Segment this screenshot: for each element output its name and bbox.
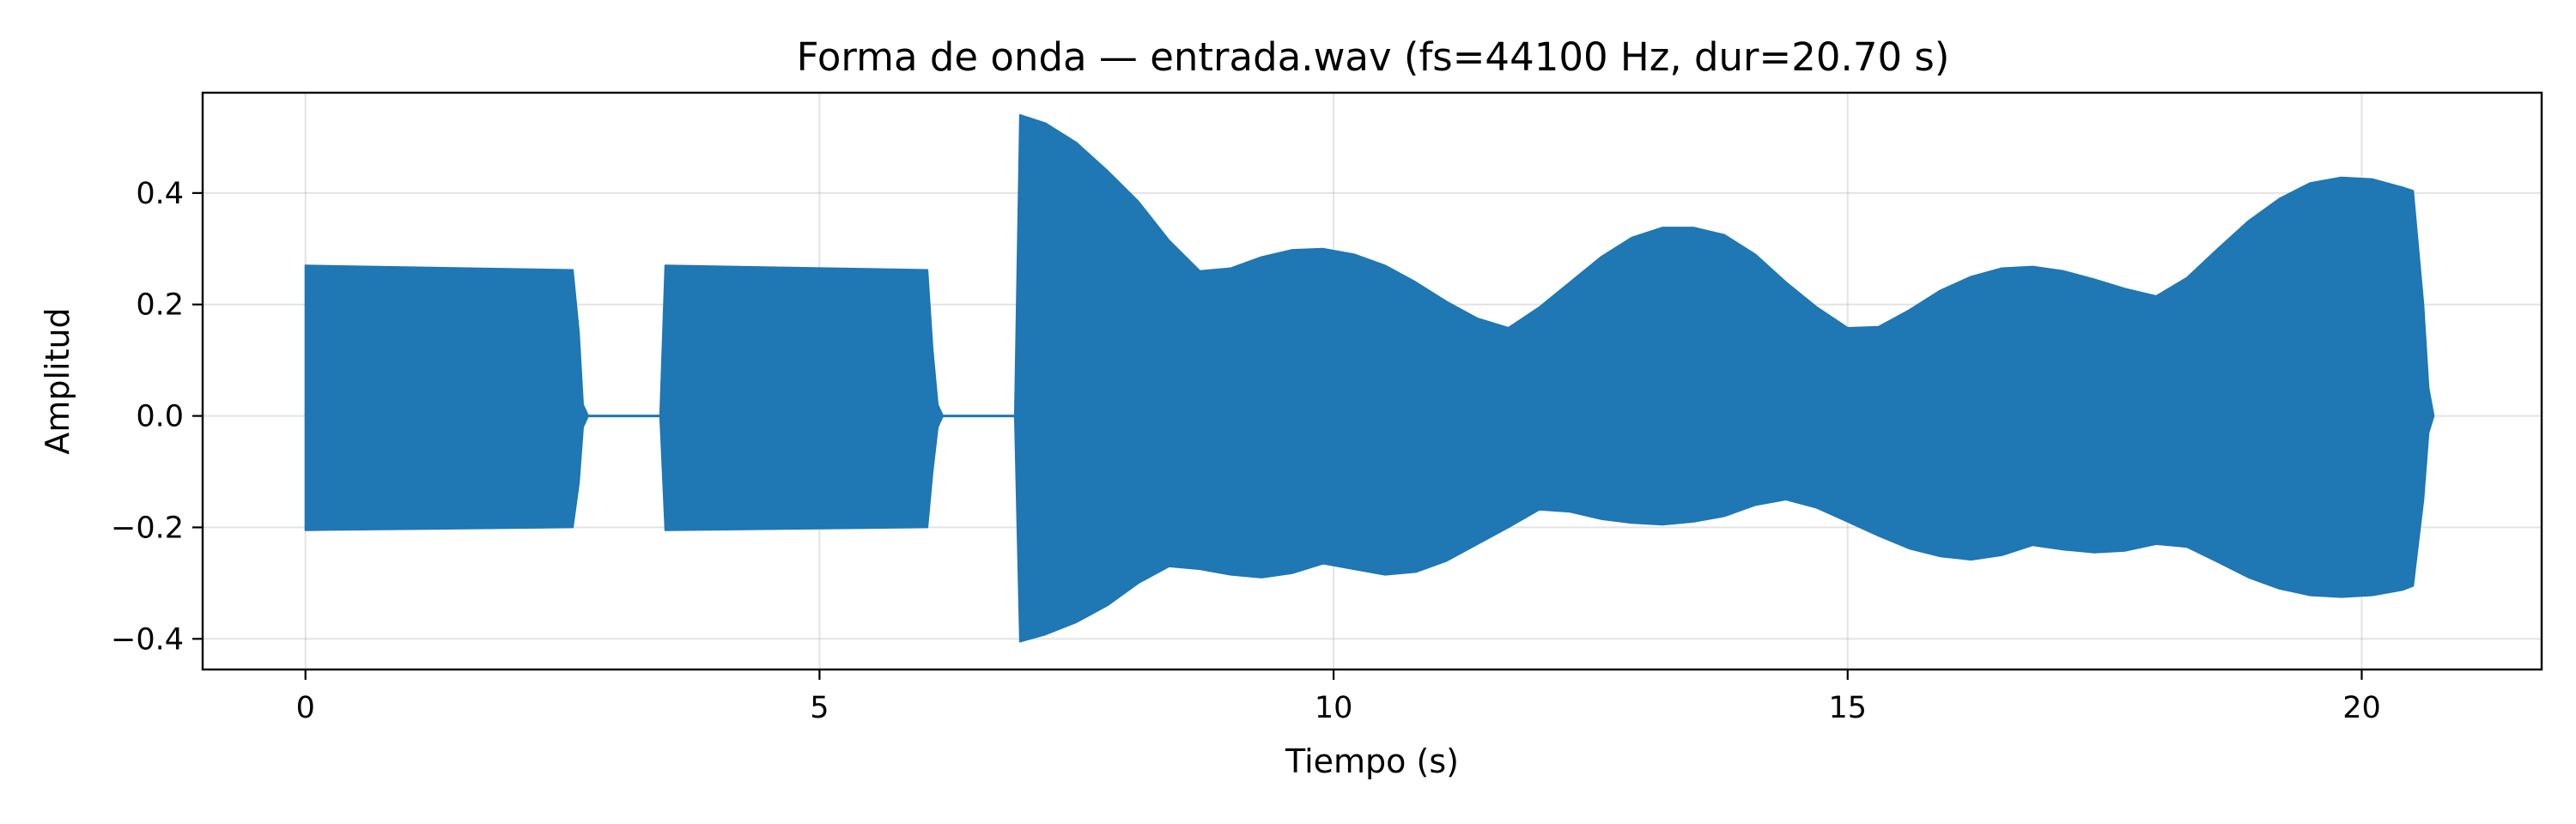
plot-area	[304, 114, 2435, 643]
x-tick-label: 5	[810, 691, 829, 725]
x-tick-label: 15	[1829, 691, 1868, 725]
y-tick-label: −0.2	[111, 511, 184, 545]
x-axis-label: Tiempo (s)	[1285, 742, 1459, 780]
y-axis: −0.4 −0.2 0.0 0.2 0.4	[111, 177, 203, 657]
axes-frame	[201, 91, 2543, 671]
y-tick-label: 0.4	[136, 177, 184, 211]
y-tick-label: 0.2	[136, 288, 184, 323]
x-tick-label: 10	[1315, 691, 1353, 725]
x-tick-label: 20	[2342, 691, 2381, 725]
x-tick-label: 0	[296, 691, 315, 725]
x-axis: 0 5 10 15 20	[296, 670, 2381, 725]
waveform-envelope	[304, 114, 2435, 643]
y-axis-label: Amplitud	[39, 307, 76, 454]
y-tick-label: 0.0	[136, 400, 184, 434]
y-tick-label: −0.4	[111, 622, 184, 657]
chart-title: Forma de onda — entrada.wav (fs=44100 Hz…	[797, 34, 1950, 80]
